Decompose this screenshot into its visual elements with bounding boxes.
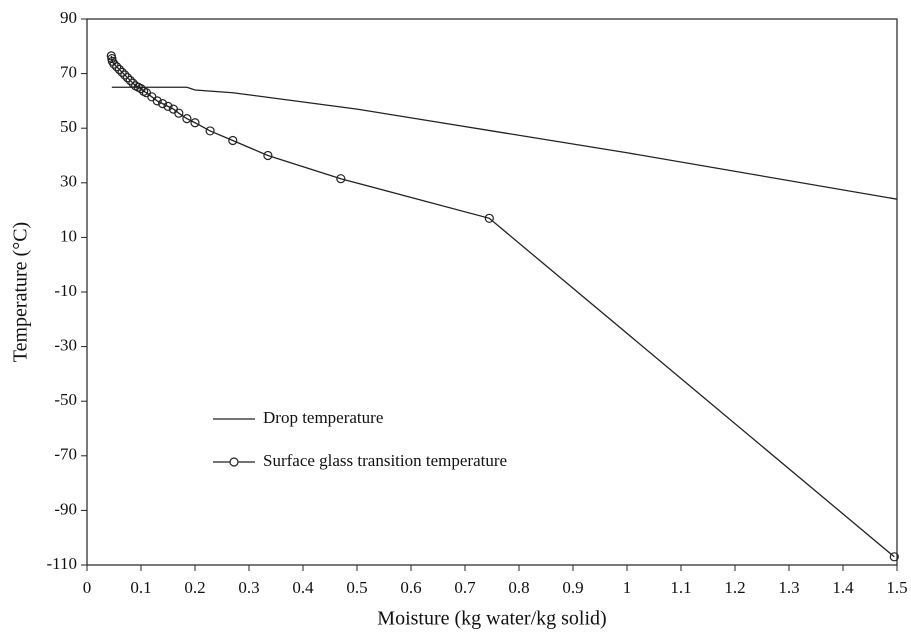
x-tick-label: 0.3 [238, 578, 259, 597]
x-tick-label: 0.8 [508, 578, 529, 597]
y-tick-label: -30 [54, 336, 77, 355]
y-tick-label: -70 [54, 445, 77, 464]
point-marker [228, 135, 238, 146]
point-marker [152, 96, 162, 106]
point-marker [112, 62, 122, 72]
legend-label: Surface glass transition temperature [263, 451, 507, 470]
point-marker [190, 118, 200, 128]
x-tick-label: 1.3 [778, 578, 799, 597]
point-marker [174, 108, 184, 118]
legend-marker [229, 457, 239, 467]
y-tick-label: 10 [60, 226, 77, 245]
y-tick-label: -10 [54, 281, 77, 300]
point-marker [158, 99, 168, 109]
x-tick-label: 0.2 [184, 578, 205, 597]
point-marker [163, 101, 173, 111]
series-line [111, 86, 898, 200]
y-tick-label: 90 [60, 8, 77, 27]
point-marker [120, 70, 130, 80]
x-tick-label: 1.4 [832, 578, 854, 597]
y-axis-title: Temperature (°C) [10, 222, 32, 362]
x-axis-title: Moisture (kg water/kg solid) [377, 608, 606, 630]
x-tick-label: 1.2 [724, 578, 745, 597]
y-tick-label: -90 [54, 499, 77, 518]
point-marker [263, 150, 273, 161]
x-tick-label: 0.5 [346, 578, 367, 597]
y-tick-label: -50 [54, 390, 77, 409]
point-marker [114, 64, 125, 75]
point-marker [122, 73, 133, 83]
point-marker [182, 114, 192, 124]
y-tick-label: 70 [60, 63, 77, 82]
point-marker [109, 59, 119, 69]
x-tick-label: 0.4 [292, 578, 314, 597]
x-tick-label: 0.7 [454, 578, 476, 597]
plot-frame [86, 18, 898, 566]
y-tick-label: -110 [46, 554, 77, 573]
x-tick-label: 0.9 [562, 578, 583, 597]
point-marker [125, 75, 135, 86]
point-marker [336, 174, 346, 184]
x-tick-label: 0.6 [400, 578, 421, 597]
x-tick-label: 1.1 [670, 578, 691, 597]
y-tick-label: 50 [60, 117, 77, 136]
point-marker [889, 552, 899, 562]
x-tick-label: 1.5 [886, 578, 907, 597]
x-tick-label: 0 [83, 578, 92, 597]
legend-label: Drop temperature [263, 408, 383, 427]
point-marker [205, 126, 215, 136]
point-marker [117, 67, 127, 77]
y-tick-label: 30 [60, 172, 77, 191]
series-line [110, 55, 895, 558]
point-marker [484, 213, 494, 223]
x-tick-label: 1 [623, 578, 632, 597]
x-tick-label: 0.1 [130, 578, 151, 597]
